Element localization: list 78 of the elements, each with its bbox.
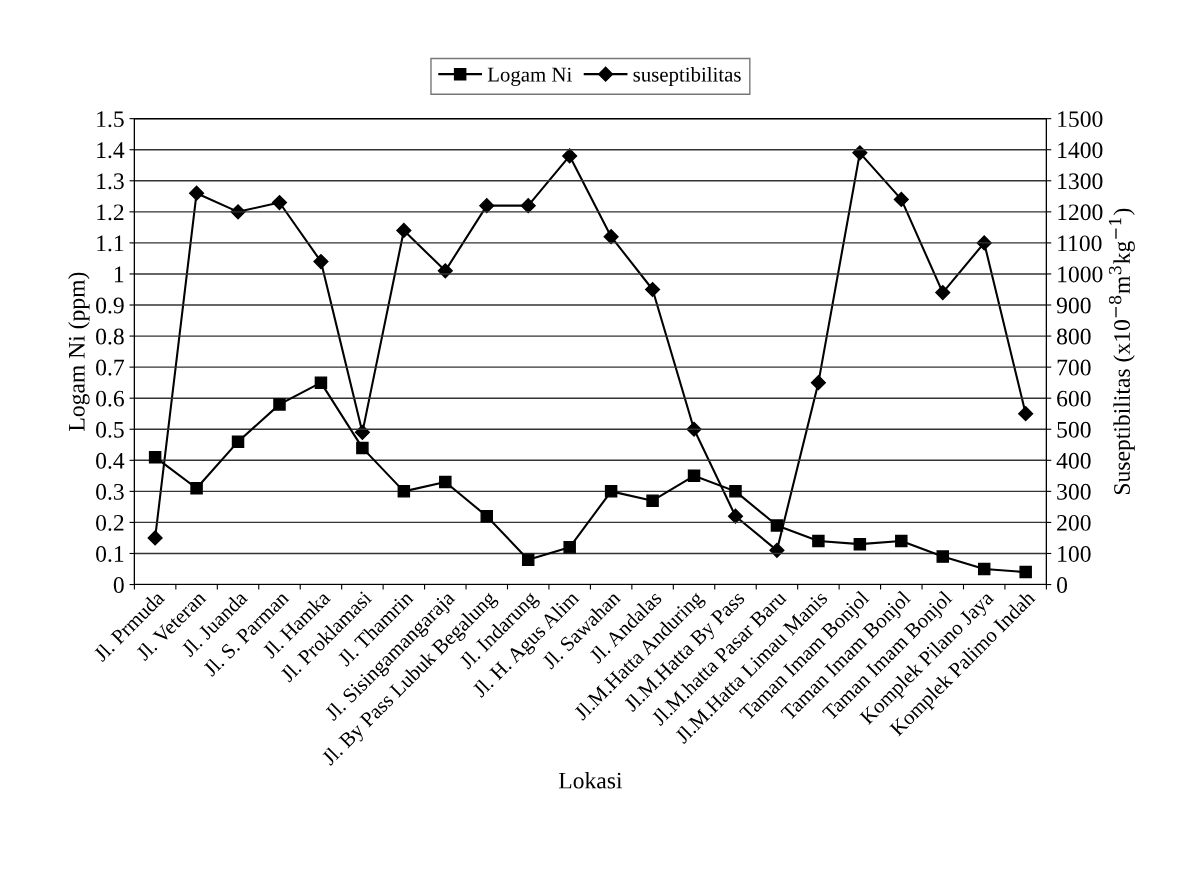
point [521, 553, 535, 566]
point [231, 435, 245, 448]
point [563, 541, 576, 554]
point [314, 376, 328, 389]
y2-axis-title: Suseptibilitas (x10$^{−8}$m$^{3}$kg$^{−1}$) [1108, 208, 1135, 495]
point [852, 145, 868, 161]
y-tick-label: 0.1 [96, 545, 124, 562]
y2-tick-label: 1000 [1058, 266, 1103, 283]
y2-tick-label: 300 [1057, 483, 1091, 500]
point [853, 537, 867, 551]
y-tick-label: 1.4 [97, 142, 125, 159]
y2-tick-label: 900 [1056, 297, 1091, 314]
point [562, 148, 578, 164]
y2-tick-label: 100 [1058, 545, 1091, 562]
y-tick-label: 0.6 [96, 390, 124, 407]
point [396, 222, 412, 239]
point [439, 475, 452, 489]
point [769, 542, 785, 558]
point [810, 375, 826, 391]
point [273, 398, 286, 411]
point [646, 494, 659, 507]
y2-tick-label: 1500 [1058, 111, 1103, 128]
point [520, 198, 536, 214]
point [147, 530, 163, 546]
point [687, 469, 701, 483]
x-axis-title: Lokasi [558, 771, 623, 789]
y2-tick-label: 800 [1057, 328, 1091, 345]
y2-tick-label: 0 [1057, 577, 1068, 593]
y-tick-label: 1.2 [97, 204, 124, 221]
point [479, 198, 495, 214]
y-tick-label: 1.1 [97, 235, 124, 252]
y-tick-label: 1 [114, 266, 124, 283]
legend-label: Logam Ni [487, 67, 572, 86]
y-tick-label: 1.5 [97, 111, 124, 128]
point [271, 194, 288, 211]
point [313, 253, 329, 270]
y2-tick-label: 600 [1057, 390, 1091, 407]
point [686, 421, 702, 437]
y2-tick-label: 1200 [1058, 204, 1103, 221]
point [148, 450, 162, 464]
y-tick-label: 0.7 [96, 359, 124, 376]
point [354, 424, 370, 440]
y2-tick-label: 1100 [1058, 235, 1102, 252]
point [935, 285, 951, 301]
y-tick-label: 0 [113, 577, 124, 593]
y2-tick-label: 700 [1057, 359, 1091, 376]
point [893, 191, 909, 207]
point [1018, 406, 1034, 422]
y-axis-title: Logam Ni (ppm) [68, 272, 90, 431]
point [729, 485, 742, 498]
y-tick-label: 0.3 [96, 483, 124, 500]
y2-tick-label: 200 [1057, 514, 1091, 531]
point [603, 229, 619, 245]
y-tick-label: 0.2 [96, 514, 124, 531]
point [1019, 565, 1032, 579]
point [812, 534, 825, 548]
point [190, 482, 203, 495]
legend-label: suseptibilitas [633, 66, 741, 86]
point [189, 185, 205, 201]
point [604, 485, 618, 498]
y2-tick-label: 500 [1057, 421, 1091, 438]
y-tick-label: 0.9 [96, 297, 124, 314]
point [356, 441, 369, 455]
y2-tick-label: 400 [1056, 452, 1091, 469]
y-tick-label: 0.4 [96, 452, 125, 469]
point [645, 281, 661, 298]
y-tick-label: 0.5 [96, 421, 124, 438]
point [727, 508, 744, 524]
point [936, 550, 950, 563]
y-tick-label: 0.8 [96, 328, 124, 345]
point [895, 534, 908, 548]
point [397, 485, 411, 498]
point [480, 509, 494, 523]
y2-tick-label: 1400 [1058, 142, 1103, 159]
y2-tick-label: 1300 [1058, 173, 1103, 190]
point [977, 562, 991, 576]
y-tick-label: 1.3 [97, 173, 124, 190]
point [770, 519, 784, 532]
